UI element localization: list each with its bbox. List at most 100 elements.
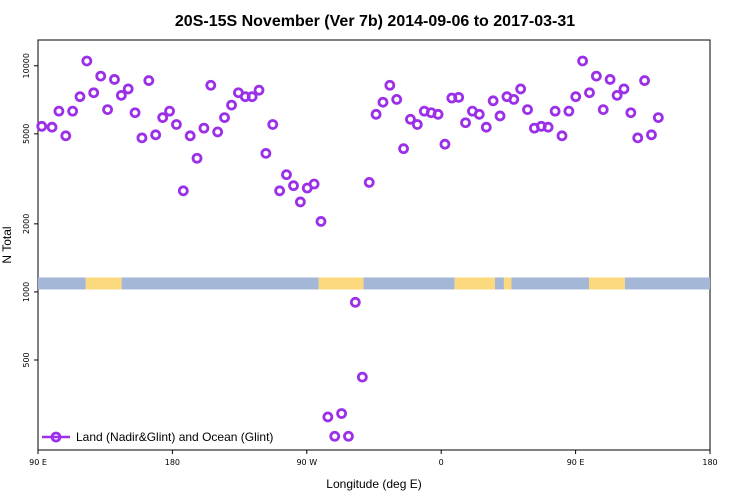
data-point — [336, 408, 347, 419]
data-point — [322, 411, 334, 423]
data-point — [363, 176, 375, 188]
data-point — [508, 94, 520, 105]
data-point — [432, 108, 444, 120]
data-point — [157, 112, 169, 123]
plot-frame — [37, 39, 711, 451]
data-point — [604, 74, 616, 85]
data-point — [88, 87, 100, 99]
data-point — [129, 107, 141, 119]
x-tick-label: 90 W — [296, 458, 317, 467]
data-point — [308, 178, 320, 190]
data-point — [288, 180, 299, 192]
data-point — [343, 430, 354, 442]
data-point — [329, 430, 341, 442]
data-point — [494, 110, 506, 122]
data-point — [226, 99, 237, 111]
data-point — [191, 152, 203, 164]
band-segment-ocean — [121, 277, 319, 290]
y-axis: 500 1000 2000 5000 10000 — [22, 53, 38, 368]
x-tick-label: 90 E — [567, 458, 585, 467]
band-segment-land — [589, 277, 625, 290]
data-point — [522, 104, 533, 116]
data-point — [480, 121, 492, 133]
data-point — [611, 89, 623, 101]
data-point — [122, 83, 134, 95]
data-point — [639, 75, 650, 86]
chart-title: 20S-15S November (Ver 7b) 2014-09-06 to … — [175, 13, 575, 30]
data-point — [577, 55, 589, 67]
data-point — [384, 79, 396, 91]
data-point — [590, 70, 602, 82]
band-segment-ocean — [494, 277, 504, 290]
band-segment-land — [503, 277, 512, 290]
data-point — [411, 119, 423, 130]
data-point — [377, 96, 389, 108]
data-point — [260, 147, 272, 159]
data-point — [281, 169, 292, 181]
data-point — [81, 55, 93, 67]
data-point — [515, 83, 527, 95]
data-point — [67, 105, 79, 117]
data-point — [618, 83, 630, 95]
band-segment-land — [454, 277, 495, 290]
data-point — [205, 79, 217, 91]
data-point — [36, 120, 48, 132]
data-point — [556, 130, 568, 142]
data-point — [102, 104, 113, 116]
data-point — [632, 132, 644, 144]
y-tick-label: 10000 — [22, 53, 31, 78]
data-point — [274, 185, 286, 197]
x-axis: 90 E 180 90 W 0 90 E 180 — [29, 450, 718, 467]
data-point — [164, 105, 175, 117]
y-tick-label: 5000 — [22, 124, 31, 144]
data-point — [109, 74, 120, 85]
data-point — [294, 196, 306, 208]
data-point — [349, 296, 361, 308]
data-point — [370, 108, 382, 120]
data-point — [646, 129, 657, 141]
legend-marker-swatch — [50, 431, 62, 443]
data-point — [542, 121, 554, 133]
data-point — [184, 130, 196, 142]
data-point — [597, 104, 609, 116]
data-point — [60, 130, 72, 142]
data-point — [473, 108, 485, 120]
x-tick-label: 180 — [165, 458, 180, 467]
data-point — [95, 70, 107, 82]
band-segment-ocean — [38, 277, 86, 290]
data-point — [198, 122, 210, 134]
legend-label: Land (Nadir&Glint) and Ocean (Glint) — [76, 430, 273, 444]
data-series — [36, 55, 664, 442]
data-point — [439, 138, 451, 150]
data-point — [246, 91, 258, 103]
data-point — [136, 132, 148, 144]
x-axis-label: Longitude (deg E) — [326, 477, 421, 491]
data-point — [487, 95, 499, 107]
surface-band — [38, 277, 710, 290]
data-point — [453, 91, 465, 103]
y-tick-label: 2000 — [22, 214, 31, 234]
band-segment-ocean — [511, 277, 590, 290]
data-point — [150, 129, 162, 141]
data-point — [549, 105, 561, 117]
data-point — [115, 89, 127, 101]
x-tick-label: 90 E — [29, 458, 47, 467]
data-point — [177, 185, 189, 197]
data-point — [171, 119, 182, 130]
data-point — [584, 87, 595, 99]
y-tick-label: 500 — [22, 352, 31, 367]
x-tick-label: 0 — [439, 458, 444, 467]
data-point — [460, 117, 471, 129]
data-point — [398, 143, 409, 155]
data-point — [315, 216, 327, 227]
data-point — [356, 371, 368, 383]
legend: Land (Nadir&Glint) and Ocean (Glint) — [42, 430, 273, 444]
band-segment-land — [85, 277, 122, 290]
data-point — [74, 91, 86, 103]
data-point — [563, 105, 575, 117]
x-tick-label: 180 — [702, 458, 717, 467]
data-point — [405, 113, 416, 125]
data-point — [53, 105, 65, 117]
data-point — [652, 112, 664, 123]
